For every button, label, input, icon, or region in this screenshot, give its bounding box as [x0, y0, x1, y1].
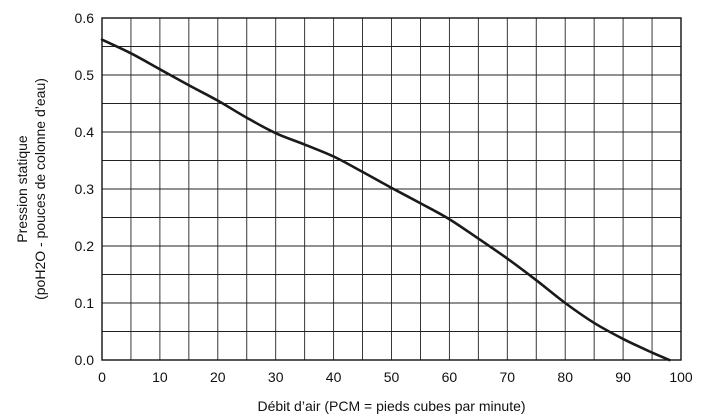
- x-tick-label: 90: [615, 369, 631, 385]
- y-axis-title-line-1: Pression statique: [14, 135, 30, 243]
- series-layer: [100, 38, 671, 362]
- x-tick-label: 0: [98, 369, 106, 385]
- x-tick-label: 60: [442, 369, 458, 385]
- plot-frame: [101, 17, 682, 361]
- x-tick-label: 100: [669, 369, 693, 385]
- y-tick-label: 0.2: [75, 238, 95, 254]
- x-tick-label: 70: [500, 369, 516, 385]
- y-tick-label: 0.5: [75, 67, 95, 83]
- x-axis-ticks: 0 10 20 30 40 50 60 70 80 90 100: [98, 369, 693, 385]
- x-tick-label: 20: [210, 369, 226, 385]
- y-tick-label: 0.4: [75, 124, 95, 140]
- y-tick-label: 0.6: [75, 10, 95, 26]
- y-tick-label: 0.1: [75, 295, 95, 311]
- x-tick-label: 10: [152, 369, 168, 385]
- y-tick-label: 0.3: [75, 181, 95, 197]
- x-tick-label: 50: [384, 369, 400, 385]
- y-tick-label: 0.0: [75, 352, 95, 368]
- x-tick-label: 80: [557, 369, 573, 385]
- series-line: [100, 38, 671, 362]
- x-axis-title: Débit d’air (PCM = pieds cubes par minut…: [257, 398, 525, 414]
- x-tick-label: 40: [326, 369, 342, 385]
- y-axis-title-line-2: (poH2O - pouces de colonne d’eau): [32, 78, 48, 300]
- y-axis-ticks: 0.0 0.1 0.2 0.3 0.4 0.5 0.6: [75, 10, 95, 368]
- x-tick-label: 30: [268, 369, 284, 385]
